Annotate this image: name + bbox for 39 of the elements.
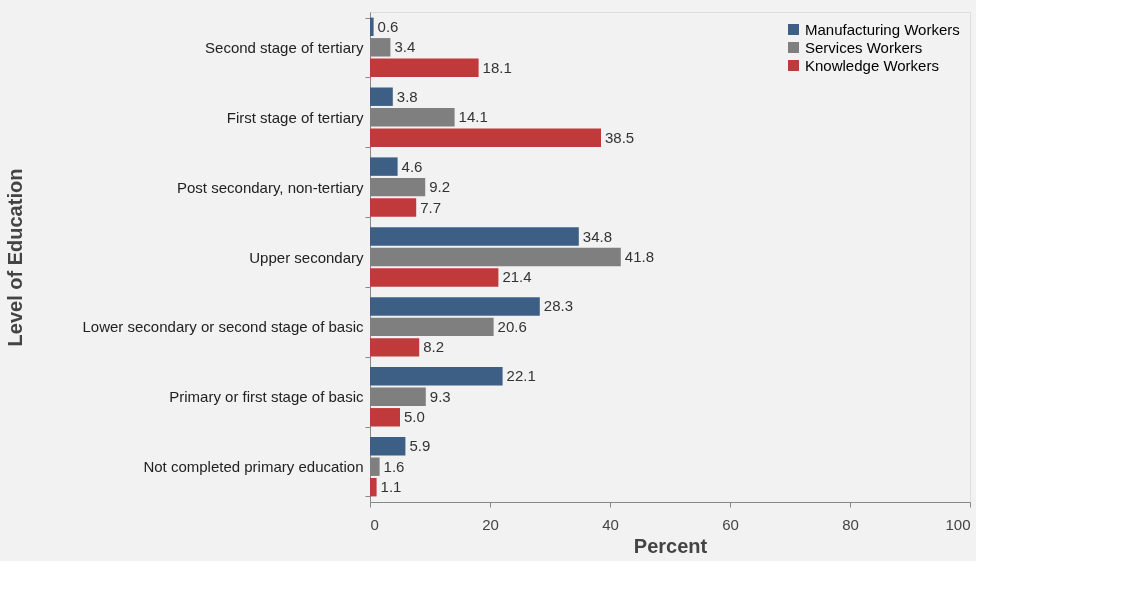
x-axis-title: Percent — [633, 534, 708, 557]
text: 20.6 — [497, 317, 527, 335]
text: 18.1 — [482, 58, 512, 76]
text: 22.1 — [506, 367, 536, 385]
text: 7.7 — [420, 198, 442, 216]
x-tick-label: 40 — [602, 515, 619, 533]
text: 8.2 — [423, 338, 445, 356]
y-tick-label: Primary or first stage of basic — [169, 388, 364, 406]
x-tick-label: 100 — [945, 515, 971, 533]
text: 3.8 — [396, 87, 418, 105]
legend-label: Manufacturing Workers — [805, 20, 960, 38]
y-tick-label: Second stage of tertiary — [205, 38, 364, 56]
x-tick-label: 80 — [842, 515, 859, 533]
text: 34.8 — [582, 227, 612, 245]
text: 5.0 — [404, 408, 425, 426]
legend-label: Services Workers — [805, 38, 923, 56]
text: 21.4 — [502, 268, 532, 286]
x-tick-label: 0 — [370, 515, 379, 533]
y-tick-label: First stage of tertiary — [226, 108, 364, 126]
text: 38.5 — [605, 128, 635, 146]
x-tick-label: 60 — [722, 515, 739, 533]
text: 28.3 — [543, 297, 573, 315]
x-tick-label: 20 — [482, 515, 499, 533]
text: 3.4 — [394, 38, 416, 56]
text: 1.6 — [383, 457, 405, 475]
text: 0.6 — [377, 17, 399, 35]
text: 1.1 — [380, 478, 402, 496]
y-axis-title: Level of Education — [3, 168, 26, 347]
text: 9.2 — [429, 178, 451, 196]
legend-label: Knowledge Workers — [805, 56, 939, 74]
y-tick-label: Not completed primary education — [143, 458, 364, 476]
text: 5.9 — [409, 437, 431, 455]
text: 41.8 — [624, 248, 654, 265]
y-tick-label: Upper secondary — [249, 248, 364, 266]
y-tick-label: Post secondary, non-tertiary — [177, 178, 364, 196]
y-tick-label: Lower secondary or second stage of basic — [82, 318, 364, 336]
text: 14.1 — [458, 108, 488, 126]
text: 9.3 — [429, 387, 451, 405]
text: 4.6 — [401, 157, 423, 175]
